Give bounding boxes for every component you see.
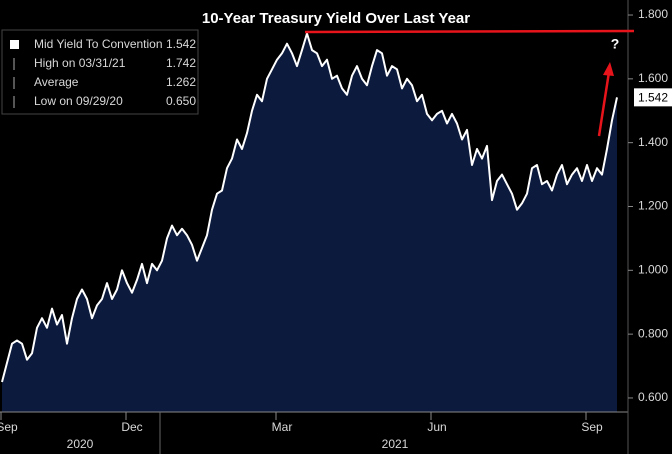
red-arrow <box>597 71 611 137</box>
year-label: 2020 <box>67 437 94 451</box>
legend-value: 1.542 <box>166 37 196 51</box>
y-tick-label: 0.600 <box>638 390 668 404</box>
y-tick-label: 1.800 <box>638 7 668 21</box>
x-tick-label: Dec <box>121 420 142 434</box>
series-line <box>1 32 618 383</box>
legend-label: Mid Yield To Convention <box>34 37 163 51</box>
legend-stat-value: 1.262 <box>166 75 196 89</box>
legend-stat-label: High on 03/31/21 <box>34 56 126 70</box>
y-tick-label: 1.400 <box>638 135 668 149</box>
area-fill <box>2 33 617 412</box>
last-value-box <box>634 88 672 107</box>
x-tick-label: Mar <box>272 420 293 434</box>
arrow-head <box>603 62 614 76</box>
legend-stat-value: 0.650 <box>166 94 196 108</box>
chart-title: 10-Year Treasury Yield Over Last Year <box>202 10 470 27</box>
y-tick-label: 1.200 <box>638 199 668 213</box>
year-label: 2021 <box>382 437 409 451</box>
y-tick-label: 1.600 <box>638 71 668 85</box>
last-value-label: 1.542 <box>638 91 668 105</box>
y-tick-label: 0.800 <box>638 326 668 340</box>
legend-stat-label: Low on 09/29/20 <box>34 94 123 108</box>
legend-stat-value: 1.742 <box>166 56 196 70</box>
plot-area <box>1 32 618 412</box>
legend-stat-label: Average <box>34 75 79 89</box>
legend-box <box>1 29 199 115</box>
legend-stats: High on 03/31/21 1.742 Average 1.262 Low on … <box>13 56 196 108</box>
x-tick-label: Sep <box>581 420 603 434</box>
y-tick-label: 1.000 <box>638 262 668 276</box>
annotation: ? <box>611 36 620 52</box>
x-tick-label: Jun <box>427 420 446 434</box>
x-tick-label: Sep <box>0 420 18 434</box>
high-line <box>304 29 635 34</box>
legend-swatch <box>10 40 19 49</box>
